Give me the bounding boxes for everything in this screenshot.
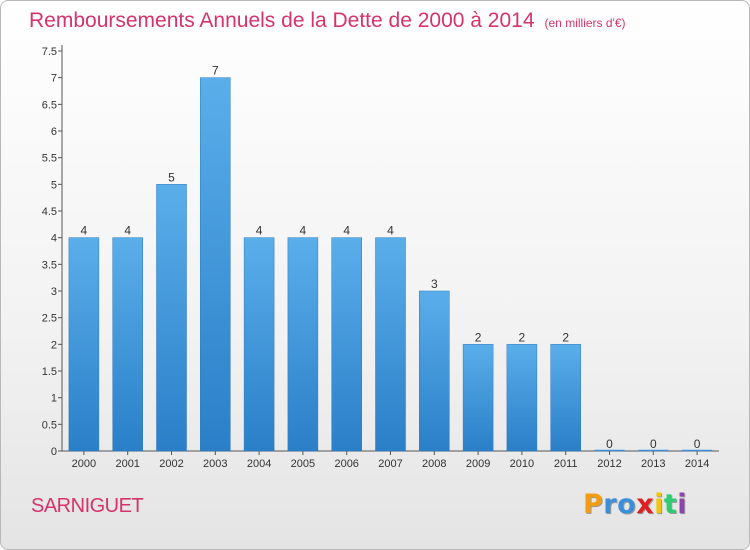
bar bbox=[243, 237, 275, 452]
bar bbox=[462, 344, 494, 452]
commune-name: SARNIGUET bbox=[31, 495, 144, 517]
x-tick-label: 2013 bbox=[641, 458, 665, 470]
y-tick-label: 5 bbox=[51, 179, 57, 191]
x-tick-label: 2003 bbox=[203, 458, 227, 470]
logo-letter: P bbox=[583, 489, 604, 520]
y-tick-label: 0.5 bbox=[42, 419, 57, 431]
y-tick-label: 6 bbox=[51, 126, 57, 138]
chart-title: Remboursements Annuels de la Dette de 20… bbox=[29, 9, 626, 33]
proxiti-logo: Proxiti bbox=[583, 489, 687, 520]
data-label: 2 bbox=[519, 330, 526, 344]
x-tick-label: 2005 bbox=[291, 458, 315, 470]
bar bbox=[506, 344, 538, 452]
bar bbox=[68, 237, 100, 452]
y-tick-label: 2.5 bbox=[42, 313, 57, 325]
y-tick-label: 2 bbox=[51, 339, 57, 351]
data-label: 4 bbox=[124, 224, 131, 238]
logo-letter: o bbox=[617, 489, 637, 520]
y-tick-label: 0 bbox=[51, 446, 57, 458]
bar bbox=[550, 344, 581, 452]
logo-letter: i bbox=[677, 489, 688, 520]
y-tick-label: 1.5 bbox=[42, 366, 57, 378]
bar bbox=[156, 184, 187, 452]
y-tick-label: 4.5 bbox=[42, 206, 57, 218]
x-tick-label: 2001 bbox=[115, 458, 139, 470]
x-tick-label: 2006 bbox=[334, 458, 358, 470]
chart-title-text: Remboursements Annuels de la Dette de 20… bbox=[29, 9, 535, 32]
x-tick-label: 2004 bbox=[247, 458, 271, 470]
bar bbox=[200, 77, 231, 452]
bar bbox=[375, 237, 406, 452]
data-label: 4 bbox=[343, 224, 350, 238]
x-tick-label: 2011 bbox=[554, 458, 578, 470]
data-label: 3 bbox=[431, 277, 438, 291]
data-label: 5 bbox=[168, 170, 175, 184]
x-tick-label: 2008 bbox=[422, 458, 446, 470]
y-tick-label: 7 bbox=[51, 73, 57, 85]
x-tick-label: 2009 bbox=[466, 458, 490, 470]
data-label: 0 bbox=[606, 437, 613, 451]
bar bbox=[287, 237, 319, 452]
y-tick-label: 3.5 bbox=[42, 259, 57, 271]
logo-letter: r bbox=[603, 489, 618, 520]
y-tick-label: 5.5 bbox=[42, 153, 57, 165]
bar bbox=[112, 237, 143, 452]
x-tick-label: 2007 bbox=[378, 458, 402, 470]
y-tick-label: 7.5 bbox=[42, 46, 57, 58]
logo-letter: t bbox=[663, 489, 678, 520]
y-tick-label: 6.5 bbox=[42, 99, 57, 111]
data-label: 2 bbox=[562, 330, 569, 344]
x-tick-label: 2014 bbox=[685, 458, 709, 470]
logo-letter: i bbox=[654, 489, 664, 520]
data-label: 0 bbox=[694, 437, 701, 451]
data-label: 2 bbox=[475, 330, 482, 344]
data-label: 4 bbox=[81, 224, 88, 238]
x-tick-label: 2012 bbox=[597, 458, 621, 470]
x-tick-label: 2000 bbox=[72, 458, 96, 470]
data-label: 4 bbox=[387, 224, 394, 238]
chart-subtitle: (en milliers d'€) bbox=[544, 16, 626, 30]
y-tick-label: 3 bbox=[51, 286, 57, 298]
bar bbox=[331, 237, 362, 452]
data-label: 4 bbox=[300, 224, 307, 238]
data-label: 4 bbox=[256, 224, 263, 238]
data-label: 0 bbox=[650, 437, 657, 451]
logo-letter: x bbox=[636, 489, 655, 520]
x-tick-label: 2010 bbox=[510, 458, 534, 470]
y-tick-label: 4 bbox=[51, 233, 57, 245]
data-label: 7 bbox=[212, 64, 219, 78]
bar bbox=[419, 290, 450, 452]
x-tick-label: 2002 bbox=[159, 458, 183, 470]
y-tick-label: 1 bbox=[51, 393, 57, 405]
